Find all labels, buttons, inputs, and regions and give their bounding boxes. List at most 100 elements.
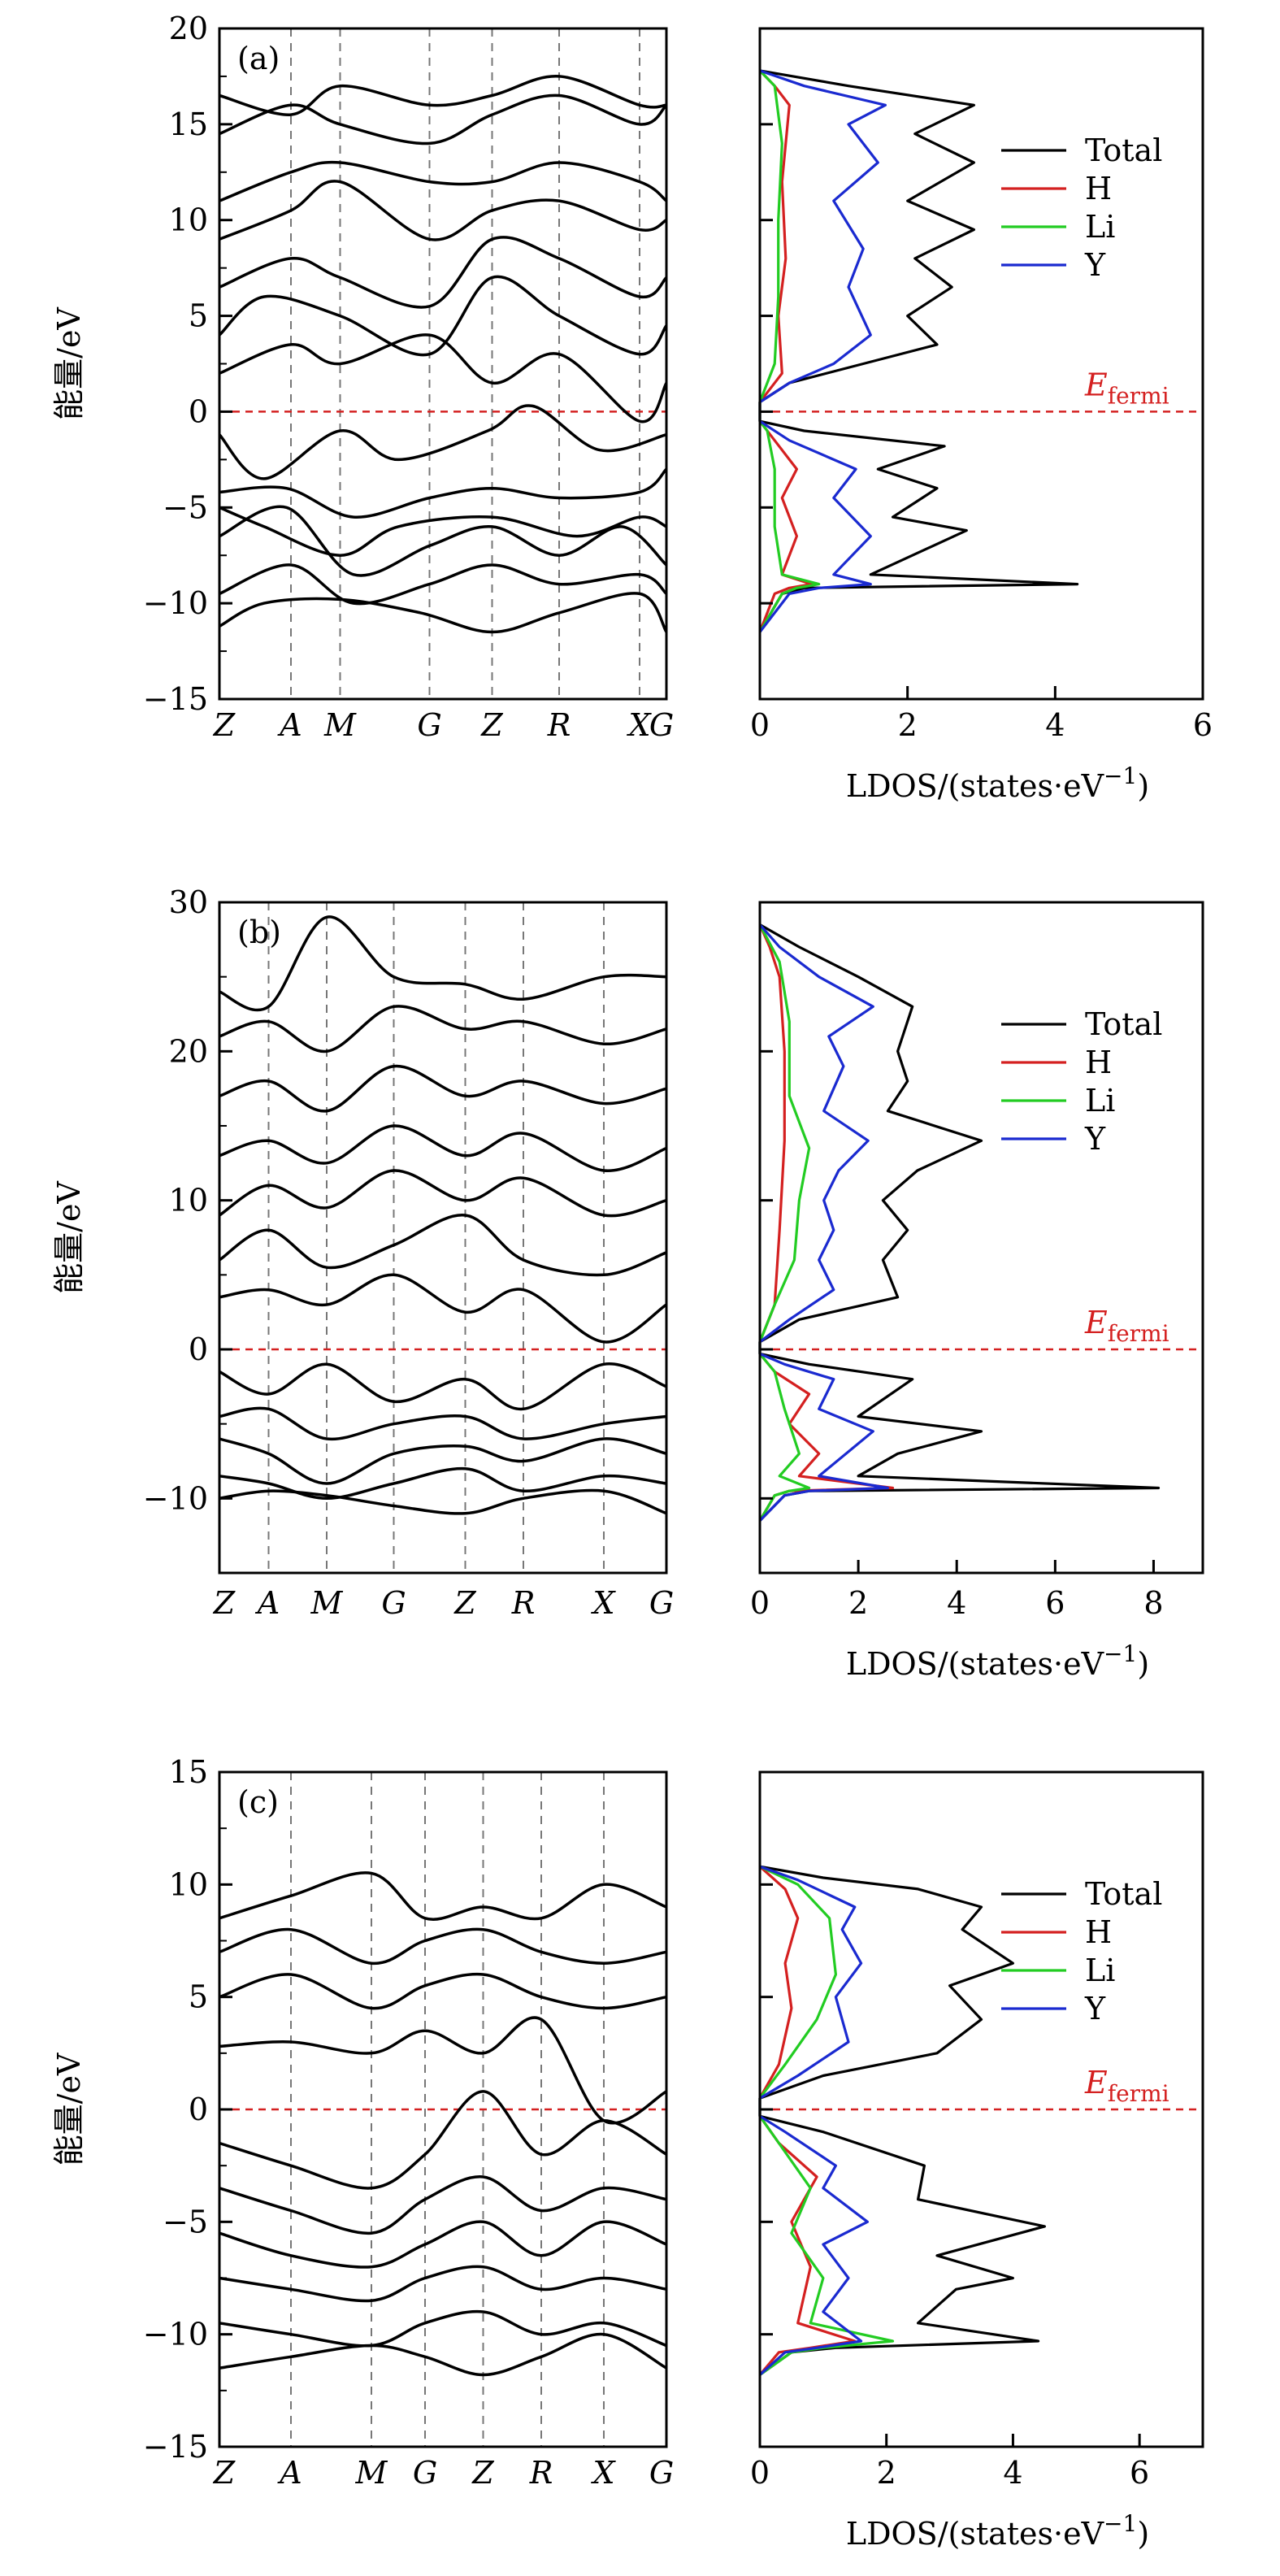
kpoint-label: X — [590, 2455, 616, 2491]
y-tick-label: 10 — [169, 202, 208, 238]
dos-series-y — [758, 69, 887, 633]
band-line — [219, 1927, 667, 1965]
legend-label-li: Li — [1085, 1083, 1115, 1119]
kpoint-label: Z — [453, 1585, 476, 1621]
dos-series-h — [758, 69, 814, 633]
legend-label-y: Y — [1084, 247, 1106, 283]
y-tick-label: −15 — [143, 2429, 208, 2465]
y-tick-label: −10 — [143, 585, 208, 621]
legend-label-h: H — [1085, 171, 1112, 206]
x-tick-label: 0 — [750, 1585, 770, 1621]
dos-x-axis-title-main: LDOS/(states·eV — [846, 2516, 1104, 2552]
x-tick-label: 8 — [1143, 1585, 1163, 1621]
band-line — [219, 506, 667, 557]
fermi-label-main: E — [1084, 367, 1108, 402]
legend-label-li: Li — [1085, 209, 1115, 245]
band-line — [219, 1466, 667, 1501]
legend-label-total: Total — [1085, 132, 1162, 168]
band-y-axis-title: 能量/eV — [51, 2053, 87, 2165]
band-line — [219, 2332, 667, 2377]
fermi-label: Efermi — [1084, 367, 1169, 409]
band-line — [219, 1005, 667, 1053]
fermi-label-sub: fermi — [1108, 382, 1169, 409]
y-tick-label: 30 — [169, 884, 208, 920]
kpoint-label: G — [381, 1585, 406, 1621]
x-tick-label: 0 — [750, 707, 770, 743]
band-y-axis-title: 能量/eV — [51, 1181, 87, 1294]
y-tick-label: −15 — [143, 681, 208, 717]
x-tick-label: 2 — [898, 707, 918, 743]
kpoint-label: A — [255, 1585, 280, 1621]
band-line — [219, 1406, 667, 1441]
band-line — [219, 1273, 667, 1344]
dos-series-li — [758, 1865, 895, 2376]
band-line — [219, 160, 668, 202]
band-line — [218, 275, 668, 357]
kpoint-label: A — [277, 2455, 302, 2491]
band-line — [219, 563, 668, 606]
fermi-label-main: E — [1084, 1305, 1108, 1340]
band-line — [219, 1064, 667, 1113]
band-line — [219, 93, 668, 146]
band-line — [219, 2309, 667, 2348]
band-line — [219, 1214, 667, 1277]
kpoint-label: G — [649, 2455, 674, 2491]
kpoint-label: R — [529, 2455, 553, 2491]
band-line — [219, 236, 668, 309]
kpoint-label: M — [323, 707, 357, 743]
band-line — [219, 75, 667, 116]
dos-x-axis-title-main: LDOS/(states·eV — [846, 1646, 1104, 1682]
band-line — [219, 2175, 667, 2235]
band-line — [219, 592, 668, 634]
dos-x-axis-title-sup: −1 — [1104, 2510, 1137, 2537]
x-tick-label: 2 — [848, 1585, 868, 1621]
y-tick-label: 5 — [189, 1979, 208, 2015]
kpoint-label: R — [511, 1585, 536, 1621]
band-line — [219, 1871, 667, 1921]
x-tick-label: 4 — [1045, 707, 1065, 743]
legend-label-h: H — [1085, 1914, 1112, 1950]
x-tick-label: 6 — [1045, 1585, 1065, 1621]
y-tick-label: −5 — [163, 2204, 208, 2239]
y-tick-label: −10 — [143, 2317, 208, 2352]
kpoint-label: G — [649, 1585, 674, 1621]
band-line — [219, 2265, 667, 2303]
band-y-axis-title: 能量/eV — [51, 307, 87, 420]
y-tick-label: 0 — [189, 1331, 208, 1367]
legend-label-y: Y — [1084, 1121, 1106, 1157]
band-line — [219, 467, 668, 519]
kpoint-label: A — [277, 707, 302, 743]
kpoint-label: X — [626, 707, 652, 743]
band-line — [219, 915, 667, 1012]
band-line — [219, 333, 668, 424]
y-tick-label: 20 — [169, 1033, 208, 1069]
band-line — [219, 1488, 667, 1515]
dos-x-axis-title-sup: −1 — [1104, 1640, 1137, 1667]
kpoint-label: X — [590, 1585, 616, 1621]
legend-label-total: Total — [1085, 1876, 1162, 1912]
kpoint-label: Z — [213, 707, 236, 743]
band-line — [219, 505, 668, 577]
panel-label: (a) — [237, 41, 280, 76]
kpoint-label: Z — [480, 707, 503, 743]
y-tick-label: −10 — [143, 1480, 208, 1516]
dos-x-axis-title: LDOS/(states·eV−1) — [846, 1640, 1149, 1682]
kpoint-label: G — [413, 2455, 437, 2491]
legend-label-y: Y — [1084, 1991, 1106, 2026]
panel-label: (c) — [237, 1784, 279, 1820]
band-line — [219, 1972, 667, 2010]
x-tick-label: 4 — [947, 1585, 966, 1621]
fermi-label-sub: fermi — [1108, 2080, 1169, 2107]
y-tick-label: 5 — [189, 298, 208, 334]
kpoint-label: Z — [471, 2455, 494, 2491]
x-tick-label: 6 — [1130, 2455, 1149, 2491]
